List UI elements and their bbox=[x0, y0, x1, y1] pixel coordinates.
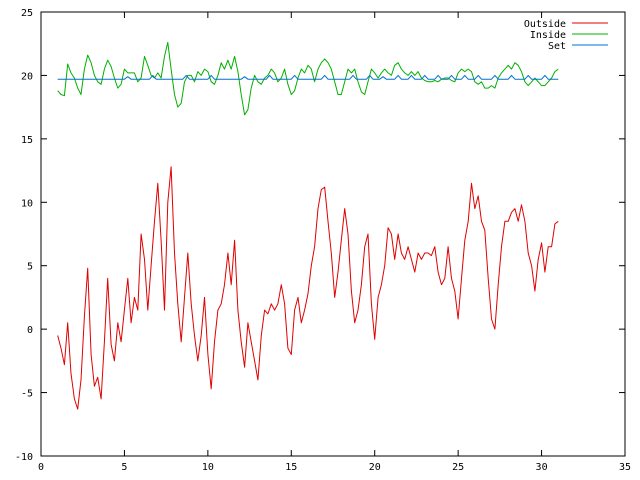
y-tick-label: 0 bbox=[27, 325, 33, 336]
x-tick-label: 35 bbox=[619, 462, 631, 473]
legend-label-outside: Outside bbox=[524, 19, 566, 30]
y-tick-label: 5 bbox=[27, 262, 33, 273]
x-tick-label: 15 bbox=[285, 462, 297, 473]
axis-ticks: 0 5 10 15 20 25 30 35 -10 -5 0 5 10 15 20 25 bbox=[15, 8, 631, 473]
series-line-outside bbox=[57, 166, 559, 410]
legend-label-set: Set bbox=[548, 41, 566, 52]
x-tick-label: 25 bbox=[452, 462, 464, 473]
y-tick-label: 10 bbox=[21, 198, 33, 209]
x-tick-label: 0 bbox=[38, 462, 44, 473]
series-layer bbox=[57, 41, 559, 410]
legend-label-inside: Inside bbox=[530, 30, 566, 41]
y-tick-label: -10 bbox=[15, 452, 33, 463]
plot-area-frame bbox=[40, 11, 626, 457]
series-line-set bbox=[57, 74, 559, 80]
y-tick-label: 15 bbox=[21, 135, 33, 146]
y-tick-label: 20 bbox=[21, 71, 33, 82]
x-tick-label: 10 bbox=[202, 462, 214, 473]
y-tick-label: 25 bbox=[21, 8, 33, 19]
x-tick-label: 20 bbox=[369, 462, 381, 473]
x-tick-label: 5 bbox=[121, 462, 127, 473]
series-line-inside bbox=[57, 41, 559, 116]
x-tick-label: 30 bbox=[536, 462, 548, 473]
y-tick-label: -5 bbox=[21, 389, 33, 400]
